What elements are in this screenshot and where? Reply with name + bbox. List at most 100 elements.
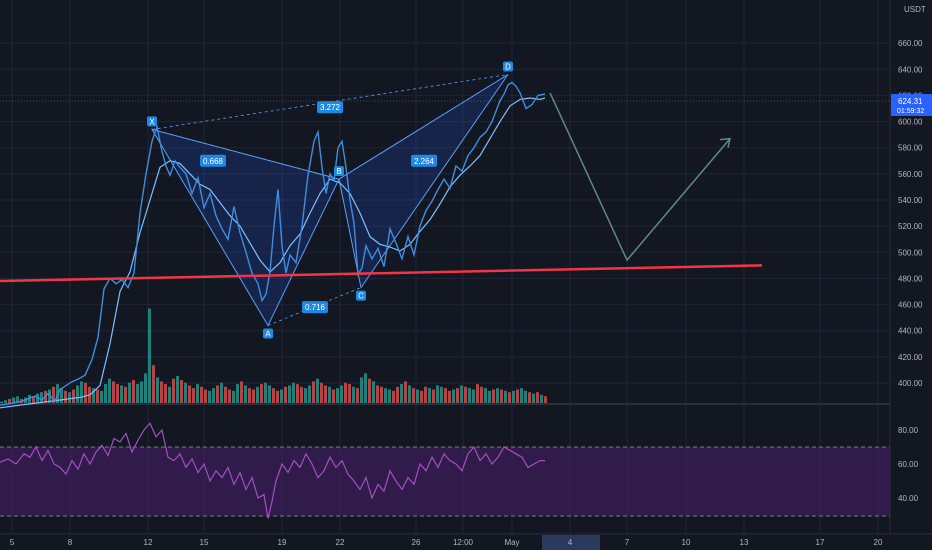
price-tick-label: 580.00 [898, 144, 923, 153]
pattern-point-label: C [358, 292, 364, 301]
volume-bar [256, 386, 259, 403]
time-tick-label: 15 [200, 538, 209, 547]
volume-bar [212, 388, 215, 403]
pattern-point-badge [263, 328, 273, 339]
volume-bar [448, 390, 451, 403]
volume-bar [192, 388, 195, 403]
volume-bar [376, 385, 379, 403]
price-tick-label: 600.00 [898, 118, 923, 127]
volume-bar [404, 381, 407, 403]
volume-bar [232, 390, 235, 403]
volume-bar [92, 388, 95, 403]
volume-bar [96, 389, 99, 403]
volume-bar [172, 378, 175, 403]
volume-bar [308, 385, 311, 403]
volume-bar [140, 381, 143, 403]
time-tick-label: 10 [682, 538, 691, 547]
volume-bar [484, 388, 487, 403]
volume-bar [344, 382, 347, 403]
volume-bar [208, 390, 211, 403]
volume-bar [512, 390, 515, 403]
volume-bar [296, 384, 299, 403]
time-tick-label: 4 [568, 538, 573, 547]
volume-bar [388, 389, 391, 403]
volume-bar [188, 385, 191, 403]
volume-bar [340, 385, 343, 403]
ratio-badge [302, 301, 328, 314]
rsi-axis-ticks: 80.00 60.00 40.00 [898, 426, 919, 503]
bar-countdown: 01:59:32 [897, 108, 924, 115]
pattern-point-badge [334, 166, 344, 177]
volume-bar [136, 384, 139, 403]
volume-bar [184, 382, 187, 403]
projection-path[interactable] [549, 92, 731, 262]
volume-bar [544, 396, 547, 403]
volume-bar [160, 381, 163, 403]
pattern-point-label: X [149, 117, 155, 126]
time-tick-label: 17 [816, 538, 825, 547]
time-tick-label: May [504, 538, 519, 547]
volume-bar [332, 389, 335, 403]
volume-bar [268, 385, 271, 403]
volume-bar [8, 398, 11, 403]
volume-bar [492, 389, 495, 403]
volume-bar [516, 389, 519, 403]
volume-bar [452, 389, 455, 403]
volume-bar [168, 386, 171, 403]
volume-bar [68, 392, 71, 403]
volume-bar [80, 381, 83, 403]
support-trendline[interactable] [0, 264, 763, 283]
volume-bar [116, 384, 119, 403]
volume-bar [200, 386, 203, 403]
volume-bar [280, 389, 283, 403]
time-tick-label: 13 [740, 538, 749, 547]
volume-bar [488, 390, 491, 403]
volume-bar [108, 378, 111, 403]
volume-bar [72, 389, 75, 403]
price-tick-label: 460.00 [898, 301, 923, 310]
ratio-label: 0.668 [203, 157, 224, 166]
volume-bar [176, 376, 179, 403]
ratio-label: 2.264 [414, 157, 435, 166]
volume-bar [40, 392, 43, 403]
volume-bar [456, 388, 459, 403]
volume-bar [540, 394, 543, 403]
volume-bar [360, 377, 363, 403]
volume-bar [236, 384, 239, 403]
ratio-badge [200, 154, 226, 167]
volume-bar [100, 390, 103, 403]
volume-bar [156, 377, 159, 403]
pattern-point-badge [147, 116, 157, 127]
volume-bar [424, 386, 427, 403]
volume-bar [468, 388, 471, 403]
volume-bar [496, 388, 499, 403]
volume-bar [352, 386, 355, 403]
rsi-tick-label: 80.00 [898, 426, 919, 435]
time-axis-ticks: 5 8 12 15 19 22 26 12:00 May 4 7 10 13 17 20 [10, 538, 883, 547]
volume-bar [412, 388, 415, 403]
time-tick-label: 5 [10, 538, 15, 547]
volume-bar [504, 390, 507, 403]
volume-bar [464, 386, 467, 403]
rsi-panel [0, 422, 890, 519]
volume-bar [276, 390, 279, 403]
volume-bar [304, 388, 307, 403]
volume-bar [56, 384, 59, 403]
volume-bar [500, 389, 503, 403]
price-tick-label: 660.00 [898, 39, 923, 48]
harmonic-pattern-bcd [338, 74, 509, 289]
volume-bar [532, 393, 535, 403]
volume-bar [364, 373, 367, 403]
volume-bar [436, 385, 439, 403]
volume-bar [384, 388, 387, 403]
volume-bar [112, 381, 115, 403]
volume-bar [216, 385, 219, 403]
volume-bar [32, 396, 35, 403]
price-tick-label: 540.00 [898, 196, 923, 205]
volume-bar [152, 365, 155, 403]
volume-bar [520, 388, 523, 403]
volume-bar [260, 384, 263, 403]
volume-bar [372, 381, 375, 403]
volume-bar [240, 381, 243, 403]
